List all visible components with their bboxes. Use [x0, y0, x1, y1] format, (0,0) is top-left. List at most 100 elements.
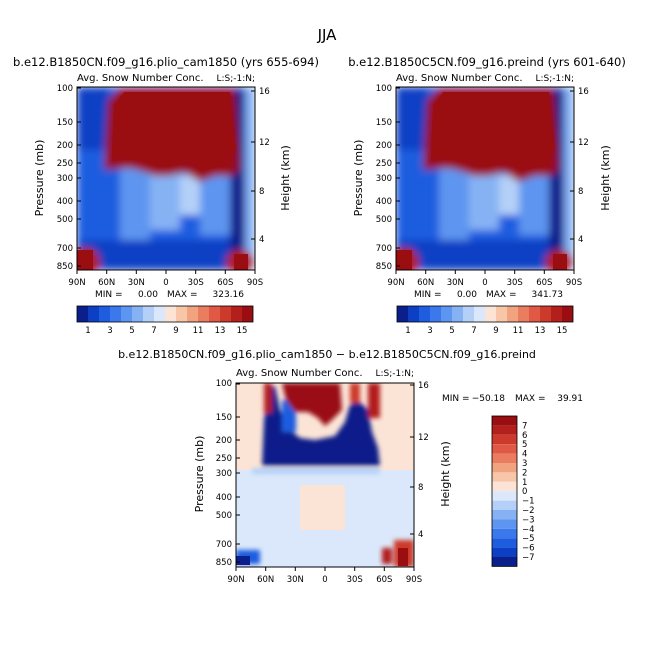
cb-box: [99, 306, 110, 322]
cb-box: [492, 557, 517, 567]
x-tick-label: 30N: [447, 278, 464, 288]
x-tick-label: 60N: [98, 278, 115, 288]
panel-diff-y-right-ticks: 16 12 8 4: [410, 381, 429, 540]
cb-box: [121, 306, 132, 322]
panel-right-max-value: 341.73: [532, 290, 564, 300]
x-tick-label: 30N: [287, 575, 304, 585]
cb-label: −5: [522, 534, 535, 544]
cb-box: [518, 306, 529, 322]
panel-diff-title: b.e12.B1850CN.f09_g16.plio_cam1850 − b.e…: [118, 348, 536, 361]
cb-label: 9: [173, 326, 178, 336]
y-tick-label: 700: [216, 540, 232, 550]
cb-box: [187, 306, 198, 322]
panel-left-x-ticks: 90N 60N 30N 0 30S 60S 90S: [68, 270, 263, 288]
cb-box: [562, 306, 573, 322]
cb-label: 15: [557, 326, 568, 336]
cb-box: [165, 306, 176, 322]
field-region: [350, 383, 360, 403]
cb-label: 3: [427, 326, 432, 336]
x-tick-label: 30S: [507, 278, 523, 288]
cb-box: [231, 306, 242, 322]
panel-left-ylabel-right: Height (km): [279, 145, 292, 211]
panel-left-max-value: 323.16: [213, 290, 245, 300]
field-region: [368, 383, 380, 418]
field-region: [264, 383, 272, 413]
cb-box: [419, 306, 430, 322]
panel-left-y-ticks: 100 150 200 250 300 400 500 700 850: [57, 84, 81, 272]
y-tick-label: 500: [376, 215, 392, 225]
cb-box: [492, 547, 517, 557]
field-region: [564, 87, 574, 270]
panel-diff-max-value: 39.91: [557, 394, 583, 404]
field-region: [77, 240, 255, 270]
cb-box: [492, 444, 517, 454]
cb-label: 1: [405, 326, 410, 336]
field-region: [382, 548, 392, 564]
cb-label: −2: [522, 506, 535, 516]
y-tick-label: 500: [57, 215, 73, 225]
y-right-tick-label: 4: [418, 530, 423, 540]
cb-box: [143, 306, 154, 322]
panel-right: b.e12.B1850C5CN.f09_g16.preind (yrs 601-…: [348, 55, 626, 336]
panel-diff: b.e12.B1850CN.f09_g16.plio_cam1850 − b.e…: [118, 348, 583, 585]
cb-box: [430, 306, 441, 322]
panel-left-max-label: MAX =: [167, 290, 198, 300]
field-snow-core-crisp: [112, 92, 236, 170]
field-lower-core: [398, 548, 408, 566]
y-right-tick-label: 16: [418, 381, 429, 391]
x-tick-label: 30S: [188, 278, 204, 288]
y-right-tick-label: 16: [578, 87, 589, 97]
cb-box: [540, 306, 551, 322]
panel-left-ylabel: Pressure (mb): [33, 140, 46, 217]
field-region: [180, 175, 200, 215]
field-positive-core: [282, 383, 342, 426]
panel-left-colorbar: 1 3 5 7 9 11 13 15: [76, 305, 254, 336]
cb-box: [492, 528, 517, 539]
cb-box: [492, 519, 517, 529]
cb-box: [397, 306, 408, 322]
panel-left-min-label: MIN =: [95, 290, 123, 300]
y-tick-label: 100: [376, 84, 392, 94]
y-right-tick-label: 4: [578, 235, 583, 245]
cb-box: [496, 306, 507, 322]
cb-label: −7: [522, 553, 535, 563]
cb-box: [492, 538, 517, 548]
y-tick-label: 250: [216, 454, 232, 464]
cb-box: [507, 306, 518, 322]
x-tick-label: 30S: [347, 575, 363, 585]
cb-label: −1: [522, 497, 535, 507]
x-tick-label: 90S: [566, 278, 582, 288]
field-region: [396, 240, 574, 270]
cb-box: [441, 306, 452, 322]
y-tick-label: 100: [57, 84, 73, 94]
cb-box: [242, 306, 253, 322]
field-lower-core: [77, 250, 93, 270]
y-right-tick-label: 16: [259, 87, 270, 97]
panel-left-subtitle: Avg. Snow Number Conc.: [77, 73, 204, 84]
cb-box: [88, 306, 99, 322]
cb-box: [198, 306, 209, 322]
cb-label: 11: [193, 326, 204, 336]
panel-right-corner-label: L:S;-1:N;: [535, 74, 574, 84]
cb-box: [492, 434, 517, 445]
cb-box: [132, 306, 143, 322]
cb-box: [492, 481, 517, 492]
field-region: [469, 170, 499, 230]
y-right-tick-label: 8: [259, 187, 264, 197]
cb-box: [110, 306, 121, 322]
panel-left-y-right-ticks: 16 12 8 4: [251, 87, 270, 245]
cb-box: [463, 306, 474, 322]
panel-left: b.e12.B1850CN.f09_g16.plio_cam1850 (yrs …: [13, 55, 319, 336]
x-tick-label: 90N: [387, 278, 404, 288]
cb-label: 5: [449, 326, 454, 336]
cb-label: 13: [535, 326, 546, 336]
panel-diff-min-label: MIN =: [442, 394, 470, 404]
panel-left-corner-label: L:S;-1:N;: [216, 74, 255, 84]
cb-label: 6: [522, 431, 527, 441]
cb-box: [492, 500, 517, 510]
x-tick-label: 0: [163, 278, 168, 288]
cb-box: [492, 491, 517, 501]
panel-diff-min-value: −50.18: [472, 394, 506, 404]
cb-label: 5: [129, 326, 134, 336]
panel-diff-subtitle: Avg. Snow Number Conc.: [236, 368, 363, 379]
